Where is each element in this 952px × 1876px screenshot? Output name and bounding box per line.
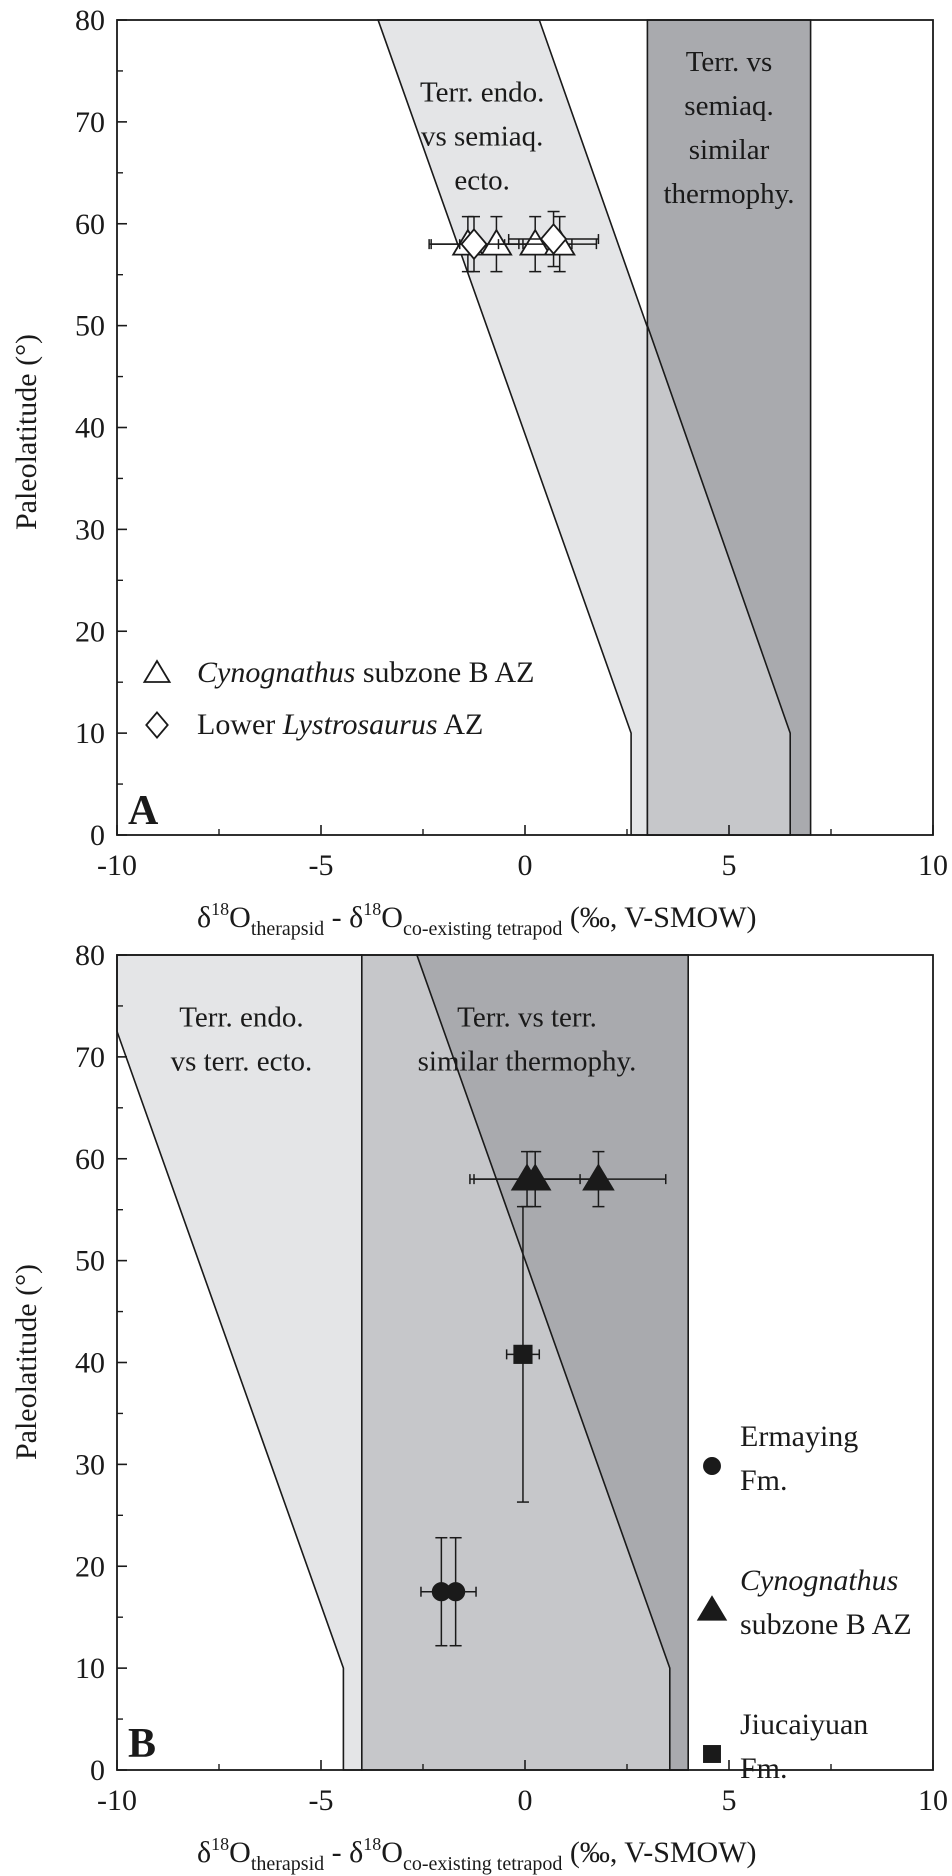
panel-a-letter: A xyxy=(128,788,159,834)
panel-a-y-axis-label: Paleolatitude (°) xyxy=(10,334,43,530)
y-tick-label: 50 xyxy=(75,1245,105,1278)
panel-b-points xyxy=(420,1150,667,1647)
y-tick-label: 20 xyxy=(75,615,105,648)
panel-a-x-axis-label: δ18Otherapsid - δ18Oco-existing tetrapod… xyxy=(197,899,757,940)
panel-b-x-axis-label: δ18Otherapsid - δ18Oco-existing tetrapod… xyxy=(197,1834,757,1875)
legend-marker-triangle-open xyxy=(142,659,172,683)
legend-entry: Cynognathus subzone B AZ xyxy=(142,656,535,689)
panel-b-axes: 0 10 20 30 40 50 60 70 80 -10 -5 0 5 10 xyxy=(75,939,948,1817)
x-tick-label: 10 xyxy=(918,849,948,882)
region-label-terr-endo-vs-semiaq-ecto: Terr. endo. vs semiaq. ecto. xyxy=(420,77,544,197)
panel-b-legend: Ermaying Fm. Cynognathus subzone B AZ Jiucai… xyxy=(696,1420,912,1785)
region-label-terr-vs-terr-similar: Terr. vs terr. similar thermophy. xyxy=(418,1001,637,1077)
x-tick-label: -10 xyxy=(97,849,137,882)
x-tick-label: 0 xyxy=(518,849,533,882)
y-tick-label: 10 xyxy=(75,717,105,750)
y-tick-label: 60 xyxy=(75,208,105,241)
marker-triangle-open xyxy=(518,228,552,256)
y-tick-label: 80 xyxy=(75,939,105,972)
legend-marker-triangle-filled xyxy=(696,1595,728,1621)
x-tick-label: 5 xyxy=(722,849,737,882)
x-tick-label: 0 xyxy=(518,1784,533,1817)
data-point-lower-lystrosaurus-az xyxy=(507,210,600,268)
data-point-jiucaiyuan-fm xyxy=(505,1205,541,1503)
legend-label: Lower Lystrosaurus AZ xyxy=(197,708,483,741)
y-tick-label: 20 xyxy=(75,1550,105,1583)
y-tick-label: 40 xyxy=(75,412,105,445)
marker-triangle-filled xyxy=(518,1163,552,1191)
legend-marker-square-filled xyxy=(703,1745,721,1763)
panel-b-y-axis-label: Paleolatitude (°) xyxy=(10,1264,43,1460)
data-point-cynognathus-subzone-b-az xyxy=(530,1150,667,1208)
x-tick-label: -5 xyxy=(309,1784,334,1817)
y-tick-label: 70 xyxy=(75,106,105,139)
panel-a: 0 10 20 30 40 50 60 70 80 -10 -5 0 5 10 Terr. endo. vs… xyxy=(10,4,948,940)
panel-a-points xyxy=(428,210,600,273)
legend-entry: Lower Lystrosaurus AZ xyxy=(145,708,483,741)
y-tick-label: 70 xyxy=(75,1041,105,1074)
legend-entry: Ermaying Fm. xyxy=(703,1420,858,1497)
marker-square-filled xyxy=(513,1344,533,1364)
region-label-terr-vs-semiaq-similar: Terr. vs semiaq. similar thermophy. xyxy=(663,46,794,210)
marker-circle-filled xyxy=(446,1582,466,1602)
x-tick-label: -5 xyxy=(309,849,334,882)
marker-triangle-filled xyxy=(582,1163,615,1191)
legend-entry: Jiucaiyuan Fm. xyxy=(703,1708,868,1785)
data-point-ermaying-fm xyxy=(434,1536,477,1647)
panel-a-regions xyxy=(376,19,812,836)
legend-label: Ermaying Fm. xyxy=(740,1420,858,1497)
y-tick-label: 80 xyxy=(75,4,105,37)
y-tick-label: 30 xyxy=(75,1448,105,1481)
panel-a-axes: 0 10 20 30 40 50 60 70 80 -10 -5 0 5 10 xyxy=(75,4,948,882)
marker-diamond-open xyxy=(539,222,568,256)
y-tick-label: 0 xyxy=(90,819,105,852)
y-tick-label: 50 xyxy=(75,310,105,343)
legend-marker-circle-filled xyxy=(703,1457,721,1475)
legend-label: Cynognathus subzone B AZ xyxy=(740,1564,912,1641)
legend-marker-diamond-open xyxy=(145,711,169,739)
x-tick-label: 5 xyxy=(722,1784,737,1817)
y-tick-label: 0 xyxy=(90,1754,105,1787)
marker-diamond-open xyxy=(460,228,488,261)
data-point-lower-lystrosaurus-az xyxy=(428,215,520,273)
legend-entry: Cynognathus subzone B AZ xyxy=(696,1564,912,1641)
y-tick-label: 30 xyxy=(75,513,105,546)
y-tick-label: 40 xyxy=(75,1347,105,1380)
panel-a-region-labels: Terr. endo. vs semiaq. ecto. Terr. vs semiaq… xyxy=(420,46,795,210)
x-tick-label: 10 xyxy=(918,1784,948,1817)
panel-b: 0 10 20 30 40 50 60 70 80 -10 -5 0 5 10 Terr. endo. vs… xyxy=(10,939,948,1875)
y-tick-label: 10 xyxy=(75,1652,105,1685)
panel-a-legend: Cynognathus subzone B AZ Lower Lystrosaur… xyxy=(142,656,535,741)
legend-label: Cynognathus subzone B AZ xyxy=(197,656,535,689)
region-label-terr-endo-vs-terr-ecto: Terr. endo. vs terr. ecto. xyxy=(171,1001,313,1077)
panel-b-letter: B xyxy=(128,1721,156,1767)
y-tick-label: 60 xyxy=(75,1143,105,1176)
legend-label: Jiucaiyuan Fm. xyxy=(740,1708,868,1785)
x-tick-label: -10 xyxy=(97,1784,137,1817)
panel-b-region-labels: Terr. endo. vs terr. ecto. Terr. vs terr. s… xyxy=(171,1001,637,1077)
marker-triangle-open xyxy=(480,228,513,256)
